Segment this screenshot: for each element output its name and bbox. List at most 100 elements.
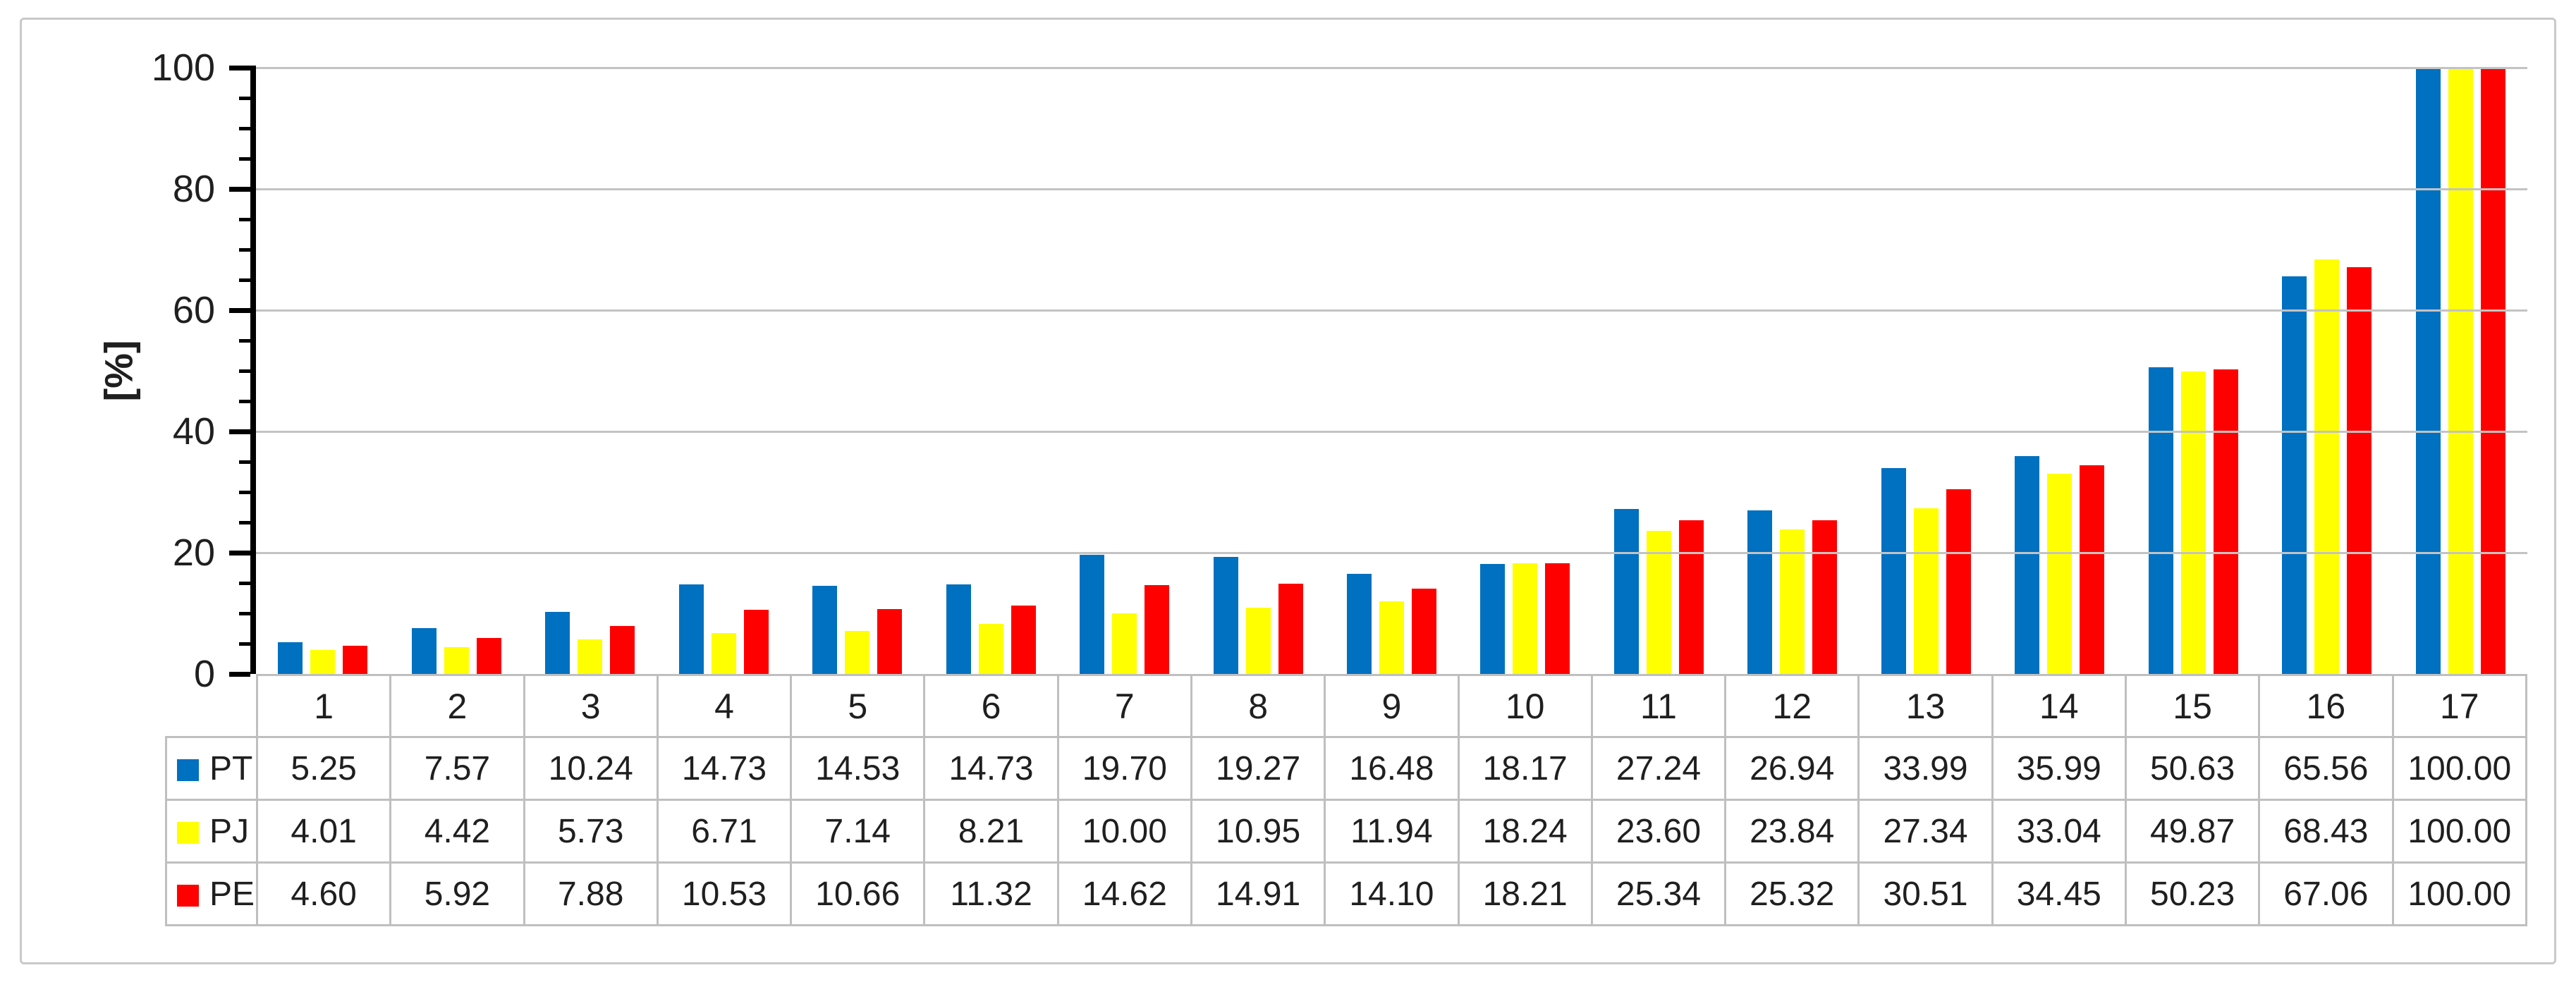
bar-group-13 (1860, 68, 1993, 674)
bar-PJ-17 (2448, 68, 2473, 674)
value-cell-PT-3: 10.24 (523, 736, 659, 801)
value-cell-PT-15: 50.63 (2124, 736, 2261, 801)
legend-swatch-PT (177, 759, 199, 781)
value-cell-PT-6: 14.73 (923, 736, 1059, 801)
value-cell-PJ-14: 33.04 (1991, 799, 2127, 864)
value-cell-PT-8: 19.27 (1190, 736, 1326, 801)
bar-group-9 (1325, 68, 1458, 674)
minor-tick-30 (239, 490, 250, 494)
bar-PE-10 (1545, 563, 1570, 674)
data-table: 1 2 3 4 5 6 7 8 9 10 11 12 13 14 15 16 17 PT 5.25 7.57 10.24… (165, 674, 2527, 926)
value-cell-PE-4: 10.53 (656, 861, 793, 926)
value-cell-PJ-3: 5.73 (523, 799, 659, 864)
category-cell-7: 7 (1056, 674, 1192, 738)
value-cell-PJ-13: 27.34 (1857, 799, 1994, 864)
value-cell-PT-2: 7.57 (389, 736, 525, 801)
bar-PJ-2 (444, 647, 469, 674)
value-cell-PT-5: 14.53 (790, 736, 926, 801)
value-cell-PE-15: 50.23 (2124, 861, 2261, 926)
minor-tick-45 (239, 399, 250, 403)
bar-PT-15 (2148, 367, 2173, 674)
y-axis-line (250, 66, 256, 674)
category-cell-4: 4 (656, 674, 793, 738)
major-tick-0 (229, 671, 250, 677)
minor-tick-90 (239, 126, 250, 130)
y-tick-labels: 0 20 40 60 80 100 (42, 47, 215, 695)
value-cell-PJ-5: 7.14 (790, 799, 926, 864)
y-tick-label-0: 0 (193, 653, 215, 695)
bar-PJ-5 (845, 630, 870, 674)
minor-tick-5 (239, 642, 250, 646)
value-cell-PJ-7: 10.00 (1056, 799, 1192, 864)
value-cell-PJ-4: 6.71 (656, 799, 793, 864)
bar-PE-14 (2080, 465, 2105, 674)
value-cell-PE-8: 14.91 (1190, 861, 1326, 926)
value-cell-PT-1: 5.25 (255, 736, 392, 801)
bar-PT-16 (2282, 276, 2307, 674)
bar-PT-5 (812, 586, 838, 674)
bar-PJ-11 (1646, 531, 1671, 674)
bar-PT-7 (1080, 554, 1105, 674)
value-cell-PT-17: 100.00 (2391, 736, 2527, 801)
legend-label-PE: PE (209, 875, 255, 913)
bar-PE-9 (1411, 588, 1436, 674)
bar-PJ-13 (1913, 508, 1939, 674)
minor-tick-10 (239, 611, 250, 615)
bar-PE-17 (2480, 68, 2505, 674)
major-tick-80 (229, 186, 250, 192)
category-cell-17: 17 (2391, 674, 2527, 738)
series-row-PT: PT 5.25 7.57 10.24 14.73 14.53 14.73 19.70 19.27… (165, 736, 2527, 801)
value-cell-PJ-12: 23.84 (1724, 799, 1860, 864)
value-cell-PE-13: 30.51 (1857, 861, 1994, 926)
major-tick-40 (229, 429, 250, 434)
gridline-60 (256, 309, 2527, 312)
bar-group-12 (1726, 68, 1859, 674)
category-cell-13: 13 (1857, 674, 1994, 738)
value-cell-PJ-15: 49.87 (2124, 799, 2261, 864)
minor-tick-35 (239, 460, 250, 464)
minor-tick-75 (239, 217, 250, 221)
series-header-cell-PT: PT (165, 736, 258, 801)
value-cell-PT-16: 65.56 (2258, 736, 2394, 801)
category-cell-14: 14 (1991, 674, 2127, 738)
category-cell-9: 9 (1324, 674, 1460, 738)
value-cell-PE-1: 4.60 (255, 861, 392, 926)
value-cell-PJ-2: 4.42 (389, 799, 525, 864)
value-cell-PJ-1: 4.01 (255, 799, 392, 864)
gridline-80 (256, 188, 2527, 190)
series-header-cell-PE: PE (165, 861, 258, 926)
bar-PJ-8 (1245, 607, 1271, 674)
bar-group-10 (1458, 68, 1592, 674)
legend-swatch-PE (177, 884, 199, 907)
bar-PJ-14 (2047, 473, 2073, 674)
bar-PT-6 (946, 584, 971, 674)
value-cell-PE-2: 5.92 (389, 861, 525, 926)
gridline-100 (256, 67, 2527, 69)
bar-PJ-7 (1112, 613, 1137, 674)
bar-PT-10 (1480, 563, 1506, 674)
category-cell-16: 16 (2258, 674, 2394, 738)
bar-group-1 (256, 68, 389, 674)
minor-tick-65 (239, 278, 250, 282)
major-tick-100 (229, 65, 250, 70)
value-cell-PE-5: 10.66 (790, 861, 926, 926)
value-cell-PJ-16: 68.43 (2258, 799, 2394, 864)
value-cell-PT-13: 33.99 (1857, 736, 1994, 801)
bar-group-4 (657, 68, 790, 674)
bar-PJ-1 (310, 649, 336, 674)
value-cell-PE-17: 100.00 (2391, 861, 2527, 926)
legend-label-PT: PT (209, 749, 253, 787)
value-cell-PT-12: 26.94 (1724, 736, 1860, 801)
category-cell-3: 3 (523, 674, 659, 738)
bar-group-2 (389, 68, 523, 674)
value-cell-PJ-11: 23.60 (1590, 799, 1727, 864)
minor-tick-55 (239, 338, 250, 343)
bar-PT-14 (2015, 455, 2040, 674)
bar-PT-1 (278, 642, 303, 674)
bar-PE-6 (1011, 605, 1036, 674)
value-cell-PE-11: 25.34 (1590, 861, 1727, 926)
value-cell-PE-12: 25.32 (1724, 861, 1860, 926)
series-header-cell-PJ: PJ (165, 799, 258, 864)
value-cell-PE-7: 14.62 (1056, 861, 1192, 926)
major-tick-60 (229, 307, 250, 313)
